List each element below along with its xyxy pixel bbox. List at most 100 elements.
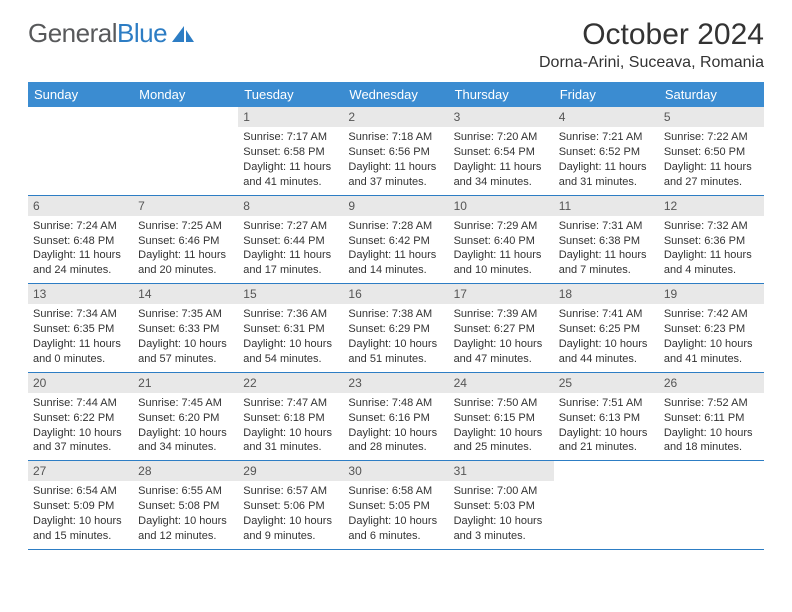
sunrise-line: Sunrise: 7:50 AM (454, 396, 549, 411)
week-row: 13Sunrise: 7:34 AMSunset: 6:35 PMDayligh… (28, 284, 764, 373)
day-cell-empty (28, 107, 133, 195)
day-body: Sunrise: 7:20 AMSunset: 6:54 PMDaylight:… (449, 127, 554, 194)
logo-text-blue: Blue (117, 18, 167, 49)
day-cell: 16Sunrise: 7:38 AMSunset: 6:29 PMDayligh… (343, 284, 448, 372)
day-cell: 7Sunrise: 7:25 AMSunset: 6:46 PMDaylight… (133, 196, 238, 284)
sunrise-line: Sunrise: 7:45 AM (138, 396, 233, 411)
sunset-line: Sunset: 6:29 PM (348, 322, 443, 337)
sunset-line: Sunset: 6:13 PM (559, 411, 654, 426)
day-number: 7 (133, 196, 238, 216)
sunset-line: Sunset: 6:40 PM (454, 234, 549, 249)
day-number: 22 (238, 373, 343, 393)
day-body: Sunrise: 7:34 AMSunset: 6:35 PMDaylight:… (28, 304, 133, 371)
day-cell: 26Sunrise: 7:52 AMSunset: 6:11 PMDayligh… (659, 373, 764, 461)
day-number: 29 (238, 461, 343, 481)
sunrise-line: Sunrise: 7:47 AM (243, 396, 338, 411)
daylight-line: Daylight: 10 hours and 18 minutes. (664, 426, 759, 456)
sunrise-line: Sunrise: 7:41 AM (559, 307, 654, 322)
day-body: Sunrise: 6:58 AMSunset: 5:05 PMDaylight:… (343, 481, 448, 548)
sunset-line: Sunset: 6:16 PM (348, 411, 443, 426)
day-cell: 19Sunrise: 7:42 AMSunset: 6:23 PMDayligh… (659, 284, 764, 372)
sunset-line: Sunset: 6:46 PM (138, 234, 233, 249)
day-number: 23 (343, 373, 448, 393)
day-cell: 29Sunrise: 6:57 AMSunset: 5:06 PMDayligh… (238, 461, 343, 549)
day-cell: 2Sunrise: 7:18 AMSunset: 6:56 PMDaylight… (343, 107, 448, 195)
day-number: 31 (449, 461, 554, 481)
day-header: Sunday (28, 82, 133, 107)
day-body: Sunrise: 7:45 AMSunset: 6:20 PMDaylight:… (133, 393, 238, 460)
day-number: 6 (28, 196, 133, 216)
sunset-line: Sunset: 6:33 PM (138, 322, 233, 337)
daylight-line: Daylight: 10 hours and 28 minutes. (348, 426, 443, 456)
week-row: 1Sunrise: 7:17 AMSunset: 6:58 PMDaylight… (28, 107, 764, 196)
daylight-line: Daylight: 11 hours and 17 minutes. (243, 248, 338, 278)
sunset-line: Sunset: 5:05 PM (348, 499, 443, 514)
day-cell: 23Sunrise: 7:48 AMSunset: 6:16 PMDayligh… (343, 373, 448, 461)
sunrise-line: Sunrise: 7:38 AM (348, 307, 443, 322)
day-body: Sunrise: 7:42 AMSunset: 6:23 PMDaylight:… (659, 304, 764, 371)
day-body: Sunrise: 7:48 AMSunset: 6:16 PMDaylight:… (343, 393, 448, 460)
daylight-line: Daylight: 10 hours and 44 minutes. (559, 337, 654, 367)
day-cell: 18Sunrise: 7:41 AMSunset: 6:25 PMDayligh… (554, 284, 659, 372)
sunrise-line: Sunrise: 7:28 AM (348, 219, 443, 234)
daylight-line: Daylight: 11 hours and 10 minutes. (454, 248, 549, 278)
day-body: Sunrise: 7:17 AMSunset: 6:58 PMDaylight:… (238, 127, 343, 194)
logo-sail-icon (170, 24, 196, 44)
sunrise-line: Sunrise: 7:39 AM (454, 307, 549, 322)
day-cell: 21Sunrise: 7:45 AMSunset: 6:20 PMDayligh… (133, 373, 238, 461)
day-number: 17 (449, 284, 554, 304)
day-body: Sunrise: 7:00 AMSunset: 5:03 PMDaylight:… (449, 481, 554, 548)
day-body: Sunrise: 7:31 AMSunset: 6:38 PMDaylight:… (554, 216, 659, 283)
sunset-line: Sunset: 6:42 PM (348, 234, 443, 249)
daylight-line: Daylight: 11 hours and 37 minutes. (348, 160, 443, 190)
day-body: Sunrise: 7:39 AMSunset: 6:27 PMDaylight:… (449, 304, 554, 371)
day-header: Tuesday (238, 82, 343, 107)
week-row: 20Sunrise: 7:44 AMSunset: 6:22 PMDayligh… (28, 373, 764, 462)
daylight-line: Daylight: 11 hours and 0 minutes. (33, 337, 128, 367)
day-body: Sunrise: 7:52 AMSunset: 6:11 PMDaylight:… (659, 393, 764, 460)
day-cell: 17Sunrise: 7:39 AMSunset: 6:27 PMDayligh… (449, 284, 554, 372)
day-header: Wednesday (343, 82, 448, 107)
day-number: 21 (133, 373, 238, 393)
sunrise-line: Sunrise: 7:29 AM (454, 219, 549, 234)
daylight-line: Daylight: 10 hours and 41 minutes. (664, 337, 759, 367)
month-title: October 2024 (539, 18, 764, 52)
day-number: 12 (659, 196, 764, 216)
day-cell-empty (554, 461, 659, 549)
day-cell: 11Sunrise: 7:31 AMSunset: 6:38 PMDayligh… (554, 196, 659, 284)
day-cell: 9Sunrise: 7:28 AMSunset: 6:42 PMDaylight… (343, 196, 448, 284)
sunrise-line: Sunrise: 7:21 AM (559, 130, 654, 145)
page-header: GeneralBlue October 2024 Dorna-Arini, Su… (28, 18, 764, 72)
sunrise-line: Sunrise: 7:48 AM (348, 396, 443, 411)
sunset-line: Sunset: 6:35 PM (33, 322, 128, 337)
day-number: 26 (659, 373, 764, 393)
sunrise-line: Sunrise: 7:51 AM (559, 396, 654, 411)
day-cell: 5Sunrise: 7:22 AMSunset: 6:50 PMDaylight… (659, 107, 764, 195)
day-body: Sunrise: 7:25 AMSunset: 6:46 PMDaylight:… (133, 216, 238, 283)
day-header: Thursday (449, 82, 554, 107)
sunrise-line: Sunrise: 7:20 AM (454, 130, 549, 145)
daylight-line: Daylight: 10 hours and 3 minutes. (454, 514, 549, 544)
day-number: 10 (449, 196, 554, 216)
sunset-line: Sunset: 5:08 PM (138, 499, 233, 514)
day-number: 19 (659, 284, 764, 304)
day-cell: 12Sunrise: 7:32 AMSunset: 6:36 PMDayligh… (659, 196, 764, 284)
daylight-line: Daylight: 10 hours and 37 minutes. (33, 426, 128, 456)
day-number: 24 (449, 373, 554, 393)
daylight-line: Daylight: 10 hours and 6 minutes. (348, 514, 443, 544)
location-text: Dorna-Arini, Suceava, Romania (539, 54, 764, 72)
sunrise-line: Sunrise: 7:44 AM (33, 396, 128, 411)
week-row: 27Sunrise: 6:54 AMSunset: 5:09 PMDayligh… (28, 461, 764, 550)
sunset-line: Sunset: 6:25 PM (559, 322, 654, 337)
sunset-line: Sunset: 6:22 PM (33, 411, 128, 426)
day-number: 5 (659, 107, 764, 127)
day-header: Friday (554, 82, 659, 107)
day-body: Sunrise: 7:47 AMSunset: 6:18 PMDaylight:… (238, 393, 343, 460)
sunset-line: Sunset: 6:27 PM (454, 322, 549, 337)
daylight-line: Daylight: 11 hours and 27 minutes. (664, 160, 759, 190)
day-body: Sunrise: 7:29 AMSunset: 6:40 PMDaylight:… (449, 216, 554, 283)
day-body: Sunrise: 6:54 AMSunset: 5:09 PMDaylight:… (28, 481, 133, 548)
day-number: 15 (238, 284, 343, 304)
sunset-line: Sunset: 6:18 PM (243, 411, 338, 426)
sunrise-line: Sunrise: 7:35 AM (138, 307, 233, 322)
